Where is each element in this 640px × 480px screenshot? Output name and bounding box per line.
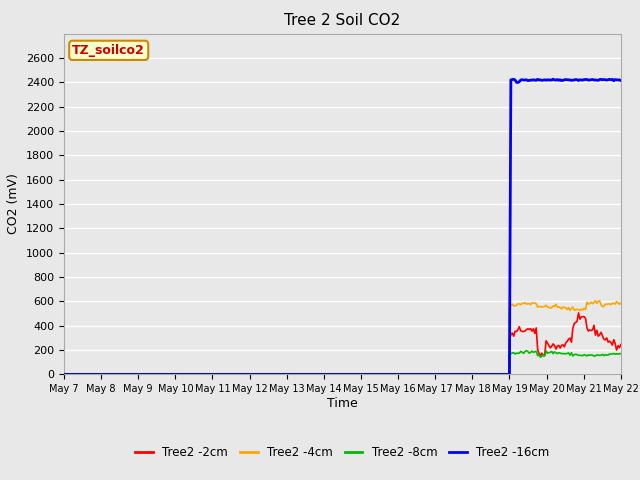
Title: Tree 2 Soil CO2: Tree 2 Soil CO2 (284, 13, 401, 28)
Text: TZ_soilco2: TZ_soilco2 (72, 44, 145, 57)
Y-axis label: CO2 (mV): CO2 (mV) (8, 174, 20, 234)
X-axis label: Time: Time (327, 397, 358, 410)
Legend: Tree2 -2cm, Tree2 -4cm, Tree2 -8cm, Tree2 -16cm: Tree2 -2cm, Tree2 -4cm, Tree2 -8cm, Tree… (131, 442, 554, 464)
